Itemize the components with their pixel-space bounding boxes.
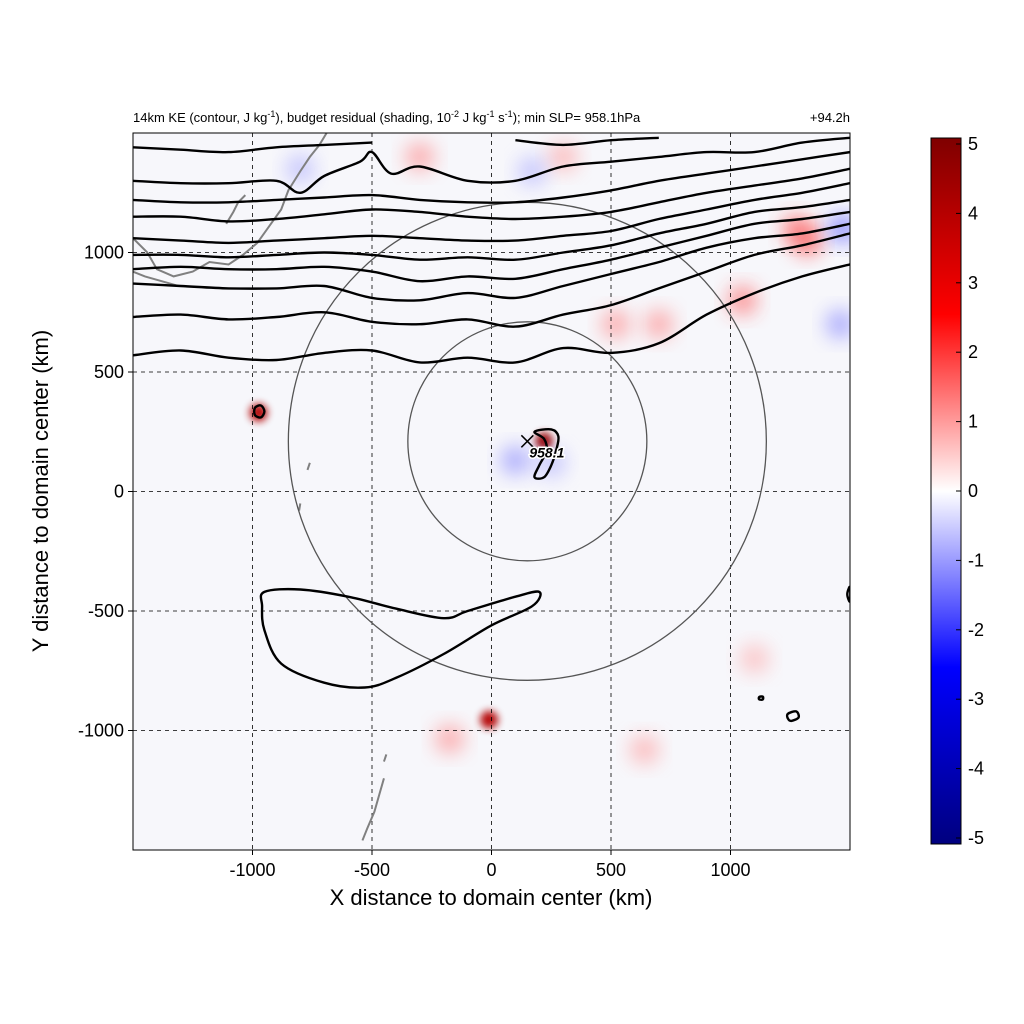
coastline [306,462,311,471]
colorbar-tick-label: 4 [968,203,978,223]
shading-blob [601,310,630,339]
x-tick-label: 1000 [710,860,750,880]
ke-contour [133,182,850,245]
y-axis-label: Y distance to domain center (km) [28,330,53,652]
colorbar-ticks: 5 4 3 2 1 0 -1 -2 -3 -4 -5 [956,134,984,848]
coastline [133,270,179,287]
shading-blob [405,142,434,171]
chart-time-label: +94.2h [810,110,850,125]
x-tick-label: 0 [486,860,496,880]
y-tick-label: -500 [88,601,124,621]
ke-contour [133,150,850,204]
coastline [133,133,328,278]
x-tick-label: -500 [354,860,390,880]
plot-background [133,133,850,850]
shading-blob [826,310,850,339]
ke-contour-closed [533,428,560,480]
x-tick-label: 500 [596,860,626,880]
colorbar: 5 4 3 2 1 0 -1 -2 -3 -4 -5 [930,134,984,848]
ke-contour [515,136,659,147]
shading-blob [518,157,547,186]
shading-blob [501,446,530,475]
ke-contour [133,136,850,194]
ke-contour [133,232,850,328]
colorbar-tick-label: -2 [968,620,984,640]
x-axis-ticks: -1000 -500 0 500 1000 [229,850,751,880]
colorbar-tick-label: -3 [968,689,984,709]
min-slp-label: 958.1 [529,444,564,460]
ke-contour [133,222,850,302]
x-tick-label: -1000 [229,860,275,880]
colorbar-tick-label: 5 [968,134,978,154]
colorbar-tick-label: 1 [968,412,978,432]
shading-blob [286,154,315,183]
plot-area: 958.1 [133,133,850,850]
storm-marker-layer: 958.1 [520,434,566,462]
ke-contour [133,167,850,223]
y-tick-label: -1000 [78,721,124,741]
ke-contour [133,141,373,154]
coastline-layer [133,133,388,841]
colorbar-tick-label: 2 [968,342,978,362]
ke-contour-closed [846,585,850,603]
colorbar-tick-label: 0 [968,481,978,501]
ke-contour-closed [252,404,266,419]
colorbar-tick-label: -4 [968,759,984,779]
coastline [361,778,385,841]
colorbar-tick-label: -1 [968,550,984,570]
shading-blob [728,286,757,315]
y-axis-ticks: -1000 -500 0 500 1000 [78,243,133,741]
radius-circle [407,321,648,562]
y-tick-label: 1000 [84,243,124,263]
ke-contour [133,210,850,283]
shading-blob [435,724,464,753]
ke-contour [133,263,850,364]
ke-contour-closed [757,695,765,701]
colorbar-tick-label: -5 [968,828,984,848]
y-tick-label: 0 [114,482,124,502]
shading-blob [549,142,578,171]
ke-contour-closed [259,587,542,689]
shading-blob [740,644,769,673]
coastline [298,503,302,511]
coastline [383,754,388,762]
shading-blob [644,310,673,339]
y-tick-label: 500 [94,362,124,382]
chart-title: 14km KE (contour, J kg-1), budget residu… [133,109,641,125]
storm-center-marker [520,434,534,448]
colorbar-tick-label: 3 [968,273,978,293]
x-axis-label: X distance to domain center (km) [330,885,653,910]
ke-contour-closed [785,710,801,723]
ke-contour [133,198,850,262]
shading-blob [630,735,659,764]
ke-contour-layer [133,136,850,723]
coastline [225,194,247,225]
shading-blob [480,710,499,729]
